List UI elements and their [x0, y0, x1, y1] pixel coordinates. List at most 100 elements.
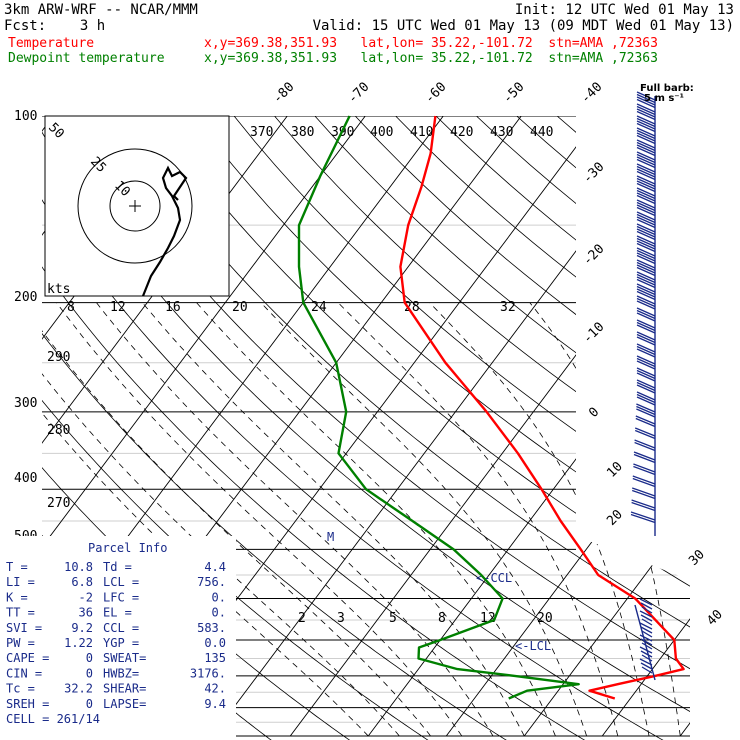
wind-barb	[636, 156, 656, 166]
wind-barb	[636, 225, 656, 236]
theta-label: 410	[410, 125, 433, 140]
dry-adiabat	[42, 116, 600, 740]
legend-dewpoint-label: Dewpoint temperature	[8, 51, 165, 66]
wind-barb	[636, 367, 656, 377]
pressure-tick: 400	[14, 471, 37, 486]
mixing-ratio-label: 24	[311, 300, 327, 315]
mixing-ratio-labels: 8 12 16 20 24 28 32 2 3 5 8 12 20	[67, 300, 553, 626]
theta-label: 430	[490, 125, 513, 140]
wind-barb	[636, 115, 656, 125]
wind-barb	[640, 638, 653, 646]
isotherm	[523, 116, 690, 737]
wind-barb	[636, 141, 656, 152]
wind-barb	[636, 117, 656, 128]
parcel-row-label: CAPE =	[6, 651, 49, 665]
forecast-hour: Fcst: 3 h	[4, 18, 106, 34]
theta-label: 280	[47, 423, 70, 438]
wind-barb	[639, 598, 653, 606]
dry-adiabat	[274, 116, 690, 740]
wind-barb	[636, 278, 656, 289]
hodograph-units: kts	[47, 282, 70, 297]
parcel-row-value: 0	[86, 697, 93, 711]
model-label: 3km ARW-WRF -- NCAR/MMM	[4, 2, 198, 18]
dry-adiabat	[72, 116, 690, 740]
parcel-row-label: Td =	[103, 560, 132, 574]
wind-barb	[636, 307, 656, 317]
wind-barb	[636, 98, 656, 109]
wind-barb	[636, 93, 656, 104]
wind-barb	[636, 276, 656, 286]
isotherm	[601, 116, 690, 737]
wind-barb	[636, 393, 656, 404]
wind-barb	[636, 144, 656, 154]
wind-barb	[636, 242, 656, 253]
parcel-row-label: LI =	[6, 575, 35, 589]
parcel-row-label: SVI =	[6, 621, 42, 635]
wind-barb	[641, 666, 653, 674]
temperature-tick: 30	[686, 547, 708, 569]
wind-barb	[636, 247, 656, 257]
wind-barb	[636, 321, 656, 332]
wind-barb	[636, 105, 656, 116]
wind-barb	[636, 129, 656, 140]
temperature-line	[399, 115, 685, 700]
wind-barb	[636, 213, 656, 224]
wind-barb	[636, 228, 656, 238]
wind-barb	[634, 439, 656, 449]
wind-barb	[632, 477, 656, 488]
wind-barb	[636, 110, 656, 121]
wind-barb	[636, 271, 656, 281]
wind-barb	[639, 634, 653, 642]
parcel-row-value: 135	[204, 651, 226, 665]
isotherm	[211, 116, 678, 737]
pressure-tick: 200	[14, 290, 37, 305]
parcel-row-label: LCL =	[103, 575, 139, 589]
wind-barb	[636, 134, 656, 145]
temperature-tick: 0	[586, 405, 602, 421]
wind-barb	[636, 146, 656, 157]
wind-barb	[636, 204, 656, 214]
parcel-row-value: 36	[79, 606, 93, 620]
parcel-row-value: 583.	[197, 621, 226, 635]
wind-barb	[636, 235, 656, 245]
wind-barb	[636, 199, 656, 209]
parcel-row-value: 0	[86, 651, 93, 665]
parcel-row-label: YGP =	[103, 636, 139, 650]
wind-barb	[640, 614, 653, 622]
wind-barb	[639, 646, 653, 654]
parcel-row-label: HWBZ=	[103, 666, 139, 680]
hodograph-ring	[109, 180, 161, 232]
wind-barb	[636, 252, 656, 262]
wind-barb	[636, 283, 656, 293]
wind-barb	[636, 103, 656, 113]
parcel-row-value: 10.8	[64, 560, 93, 574]
wind-barb	[636, 254, 656, 265]
dry-adiabat	[42, 116, 521, 740]
dry-adiabat	[597, 116, 690, 740]
temperature-tick: -60	[422, 80, 449, 107]
wind-barb	[636, 132, 656, 142]
moist-adiabat	[142, 302, 525, 737]
theta-label: 440	[530, 125, 553, 140]
parcel-info-box	[0, 536, 236, 740]
wind-barb	[633, 451, 656, 461]
wind-barb	[636, 288, 656, 298]
wind-barb	[636, 369, 656, 380]
wind-barb	[641, 618, 653, 626]
wind-barbs	[630, 91, 656, 681]
mixing-ratio-label: 12	[480, 611, 496, 626]
ccl-mark: <-CCL	[476, 571, 512, 585]
parcel-row-value: 32.2	[64, 682, 93, 696]
parcel-row-label: EL =	[103, 606, 132, 620]
parcel-row-label: LFC =	[103, 590, 139, 604]
wind-barb	[636, 348, 656, 358]
parcel-row-label: LAPSE=	[103, 697, 146, 711]
wind-barb	[631, 489, 656, 500]
legend-temperature: Temperature	[8, 36, 94, 51]
wind-barb	[636, 139, 656, 149]
wind-staff-low	[634, 604, 656, 681]
theta-label: 370	[250, 125, 273, 140]
wind-barb	[641, 630, 653, 638]
parcel-row-value: 0.	[212, 606, 226, 620]
mixing-ratio-label: 8	[438, 611, 446, 626]
